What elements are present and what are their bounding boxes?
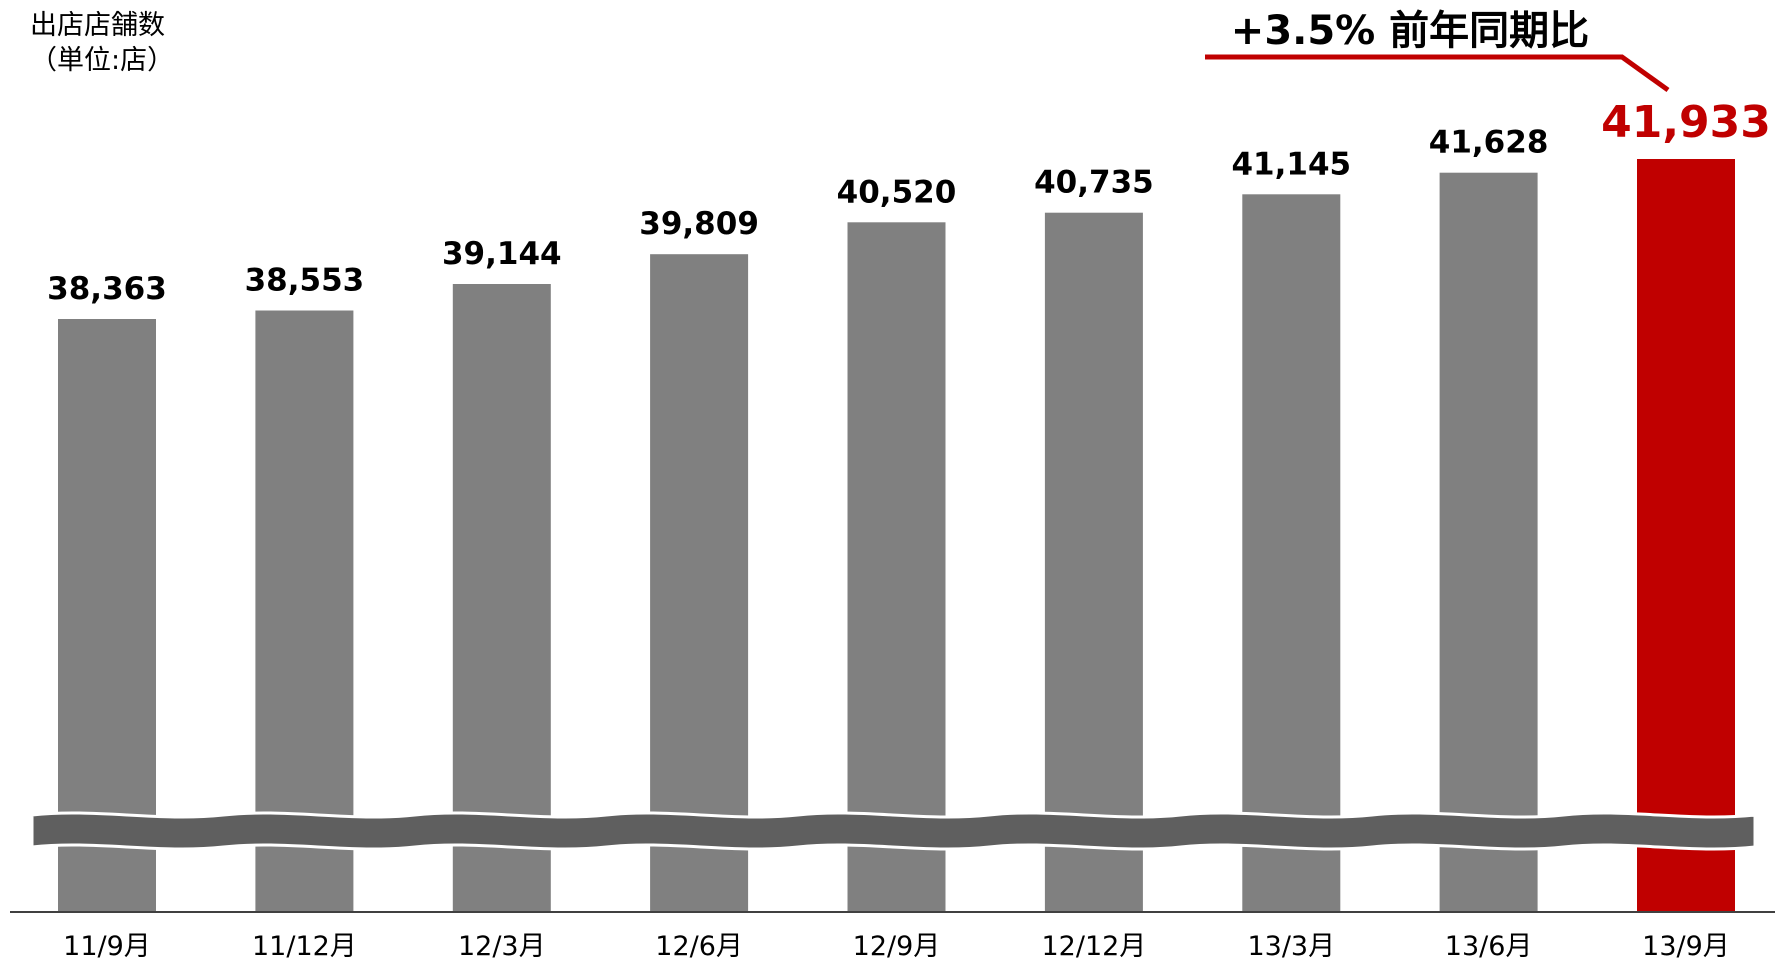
- axis-break: [30, 811, 1757, 851]
- value-label-0: 38,363: [47, 271, 167, 307]
- value-label-1: 38,553: [245, 263, 365, 299]
- bar-3: [650, 254, 749, 912]
- bar-8: [1637, 159, 1735, 912]
- value-labels: 38,363 38,553 39,144 39,809 40,520 40,735 41,1…: [47, 97, 1771, 307]
- bar-2: [452, 284, 551, 912]
- value-label-5: 40,735: [1034, 165, 1154, 201]
- bar-5: [1044, 212, 1143, 912]
- x-tick-label-7: 13/6月: [1445, 931, 1533, 962]
- value-label-8: 41,933: [1601, 97, 1771, 148]
- bars-layer: [58, 159, 1735, 913]
- x-tick-label-1: 11/12月: [252, 931, 357, 962]
- yoy-annotation: +3.5% 前年同期比: [1205, 8, 1670, 93]
- y-axis-label-unit: （単位:店）: [30, 45, 175, 76]
- bar-7: [1439, 172, 1538, 912]
- bar-6: [1242, 194, 1341, 913]
- value-label-6: 41,145: [1231, 146, 1351, 182]
- x-tick-label-3: 12/6月: [655, 931, 743, 962]
- x-tick-label-5: 12/12月: [1041, 931, 1146, 962]
- y-axis-label: 出店店舗数 （単位:店）: [30, 8, 174, 78]
- x-tick-label-2: 12/3月: [458, 931, 546, 962]
- value-label-7: 41,628: [1429, 125, 1549, 161]
- x-tick-label-0: 11/9月: [63, 931, 151, 962]
- x-tick-label-6: 13/3月: [1247, 931, 1335, 962]
- value-label-4: 40,520: [837, 174, 957, 210]
- x-axis-labels: 11/9月 11/12月 12/3月 12/6月 12/9月 12/12月 13/3月 13/…: [63, 931, 1730, 962]
- bar-4: [847, 222, 946, 913]
- annotation-text: +3.5% 前年同期比: [1231, 8, 1589, 54]
- x-tick-label-8: 13/9月: [1642, 931, 1730, 962]
- y-axis-label-title: 出店店舗数: [30, 10, 165, 41]
- value-label-3: 39,809: [639, 206, 759, 242]
- annotation-connector-line: [1205, 54, 1670, 93]
- axis-break-band: [30, 811, 1757, 851]
- x-tick-label-4: 12/9月: [853, 931, 941, 962]
- value-label-2: 39,144: [442, 236, 562, 272]
